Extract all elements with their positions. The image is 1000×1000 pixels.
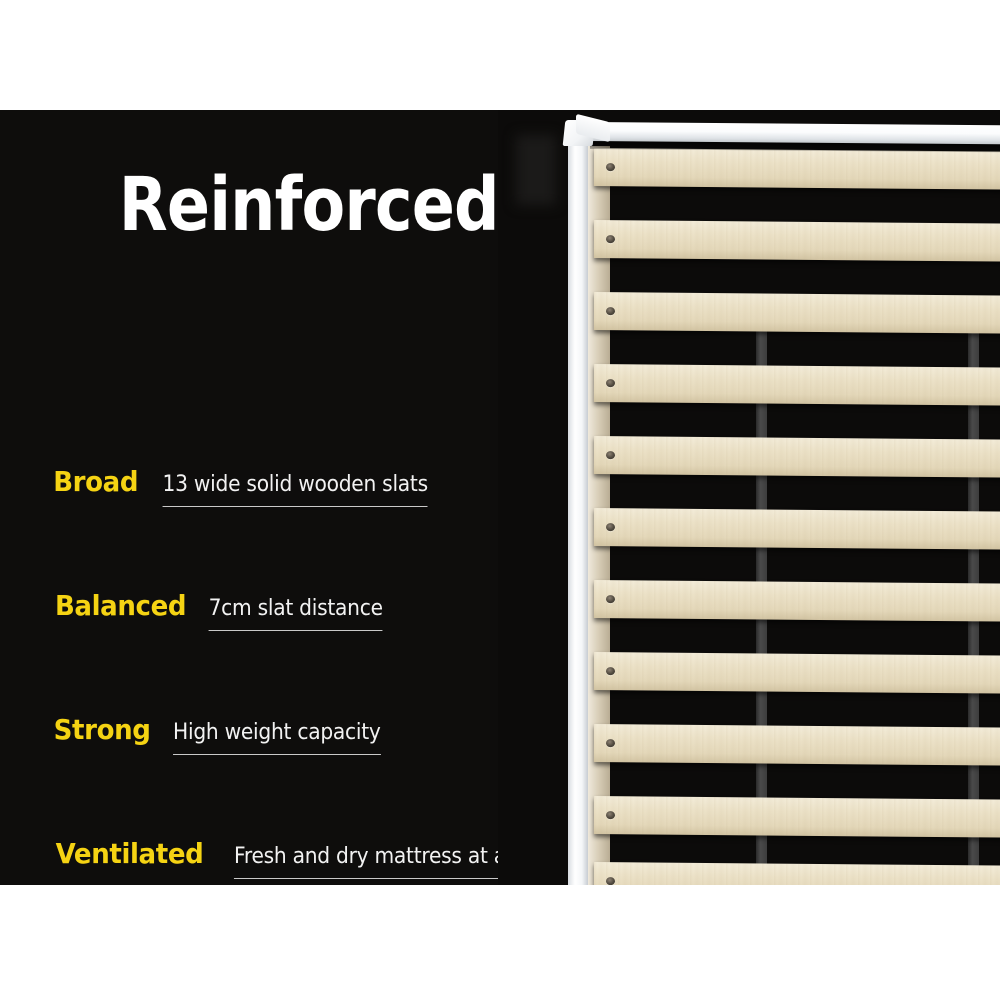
product-photo-bed-slats: [498, 110, 1000, 885]
screw-icon: [605, 667, 616, 676]
feature-item-broad: Broad 13 wide solid wooden slats: [50, 465, 440, 507]
photo-shadow-detail: [516, 135, 556, 205]
screw-icon: [605, 739, 616, 748]
wooden-slat: [593, 220, 1000, 262]
wooden-slat: [593, 148, 1000, 190]
wooden-slat: [593, 508, 1000, 550]
wooden-slat: [593, 580, 1000, 622]
black-banner-panel: Reinforced thick slats Broad 13 wide sol…: [0, 110, 1000, 885]
wooden-slat: [593, 364, 1000, 406]
screw-icon: [605, 451, 616, 460]
feature-description: 7cm slat distance: [208, 596, 383, 631]
feature-term: Strong: [53, 713, 151, 746]
screw-icon: [605, 163, 616, 172]
bed-frame-top-rail: [589, 122, 1000, 145]
wooden-slat: [593, 652, 1000, 694]
bed-frame-corner-post: [568, 138, 588, 885]
screw-icon: [605, 307, 616, 316]
screw-icon: [605, 595, 616, 604]
wooden-slat: [593, 292, 1000, 334]
feature-item-balanced: Balanced 7cm slat distance: [50, 589, 390, 631]
screw-icon: [605, 379, 616, 388]
wooden-slat: [593, 436, 1000, 478]
screw-icon: [605, 235, 616, 244]
wooden-slat: [593, 724, 1000, 766]
screw-icon: [605, 811, 616, 820]
feature-description: 13 wide solid wooden slats: [162, 472, 428, 507]
screw-icon: [605, 877, 616, 885]
wooden-slat: [593, 862, 1000, 885]
feature-description: High weight capacity: [173, 720, 381, 755]
screw-icon: [605, 523, 616, 532]
feature-term: Broad: [53, 465, 139, 498]
wooden-slat: [593, 796, 1000, 838]
feature-item-strong: Strong High weight capacity: [50, 713, 390, 755]
feature-term: Balanced: [54, 589, 187, 622]
feature-term: Ventilated: [55, 837, 204, 870]
